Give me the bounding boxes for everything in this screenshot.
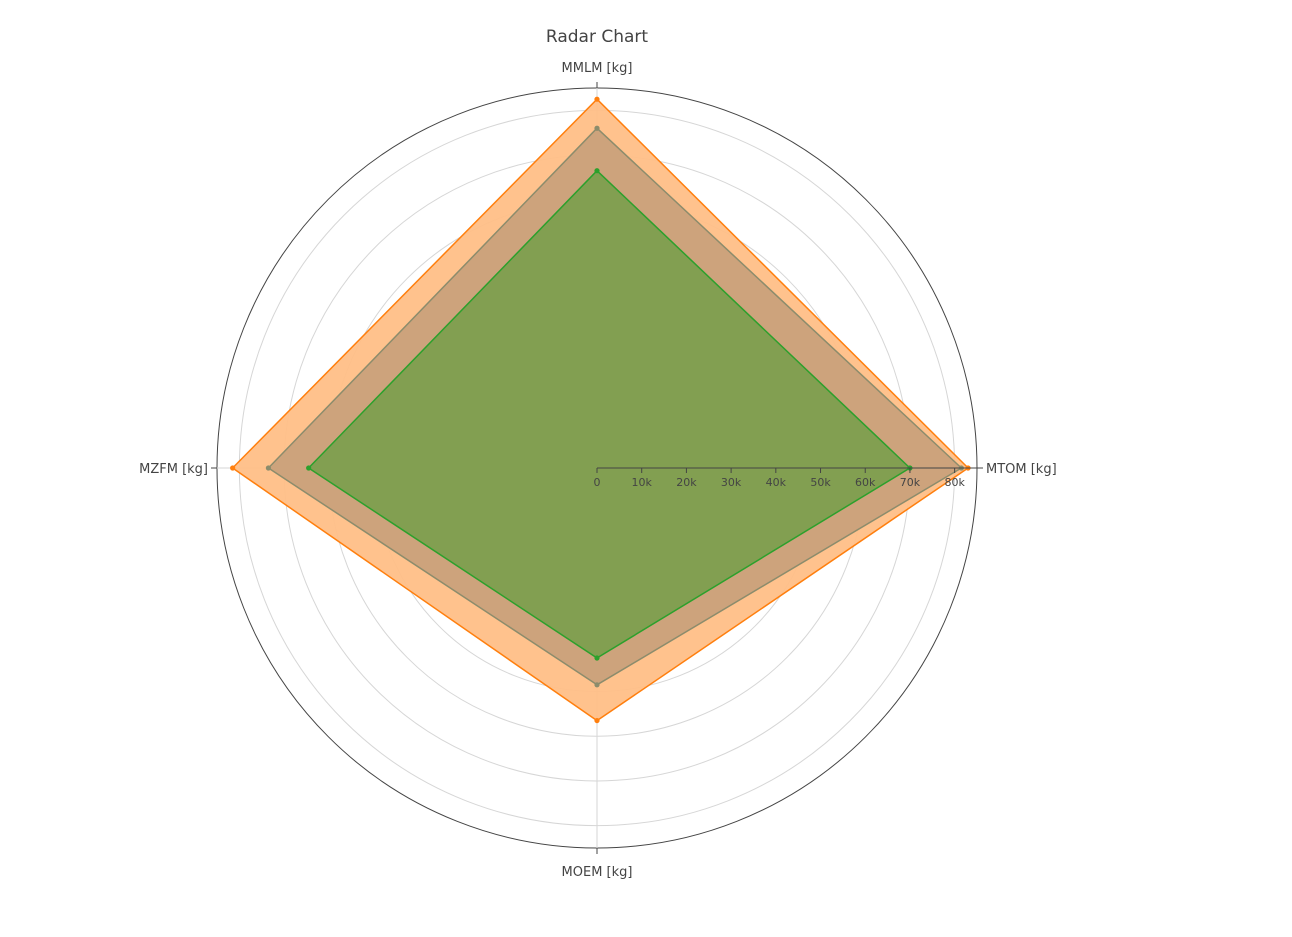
axis-label-3: MOEM [kg] [562, 865, 633, 880]
radial-tick-label-5: 50k [810, 476, 831, 489]
series-1-point-1 [594, 126, 599, 131]
series-0-point-3 [594, 718, 599, 723]
chart-title: Radar Chart [546, 27, 649, 47]
radial-tick-label-0: 0 [594, 476, 601, 489]
series-2-point-2 [306, 465, 311, 470]
axis-label-2: MZFM [kg] [139, 462, 208, 477]
axis-label-1: MMLM [kg] [562, 61, 633, 76]
series-0-point-2 [230, 465, 235, 470]
series-2-area [309, 171, 910, 658]
radial-tick-label-1: 10k [632, 476, 653, 489]
radial-tick-label-8: 80k [944, 476, 965, 489]
radial-tick-label-3: 30k [721, 476, 742, 489]
radial-tick-label-2: 20k [676, 476, 697, 489]
radar-series-layer [230, 97, 971, 724]
series-0-point-1 [594, 97, 599, 102]
series-2-point-3 [594, 655, 599, 660]
series-1-point-2 [266, 465, 271, 470]
series-2-point-1 [594, 168, 599, 173]
axis-label-0: MTOM [kg] [986, 462, 1057, 477]
radial-tick-label-6: 60k [855, 476, 876, 489]
radial-tick-label-7: 70k [900, 476, 921, 489]
series-1-point-3 [594, 682, 599, 687]
radial-tick-label-4: 40k [766, 476, 787, 489]
